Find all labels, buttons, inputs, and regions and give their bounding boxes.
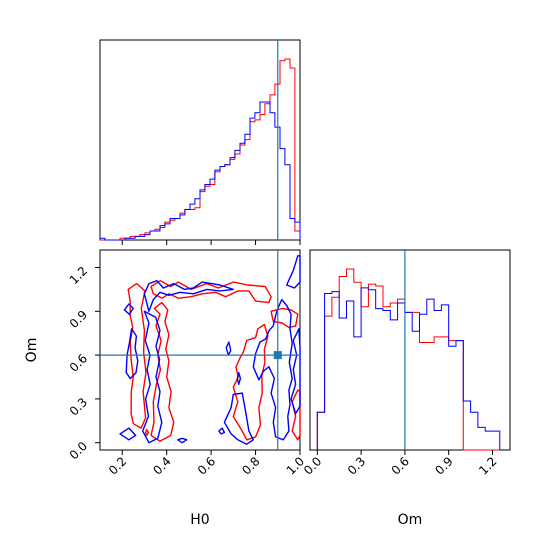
joint-truth-marker [273, 351, 282, 360]
joint-panel: 0.2 0.4 0.6 0.8 1.00.00.30.60.91.2 H0 Om [24, 249, 307, 528]
joint-x-tick-label: 0.6 [195, 454, 218, 477]
joint-blue-contour [125, 328, 139, 380]
joint-contours [100, 250, 301, 450]
joint-blue-contour [286, 255, 301, 289]
joint-red-contour [270, 307, 299, 329]
om-marginal-tick-label: 0.3 [345, 454, 368, 477]
x-axis-label-h0: H0 [190, 512, 209, 528]
joint-blue-contour [252, 298, 293, 441]
x-axis-label-om: Om [398, 512, 423, 528]
joint-x-tick-label: 0.4 [150, 454, 173, 477]
joint-red-contour [291, 389, 301, 441]
joint-red-contour [144, 428, 150, 437]
h0-marginal-panel [99, 39, 301, 245]
joint-red-contour [150, 301, 175, 442]
h0-marginal-frame [99, 39, 301, 241]
joint-y-tick-label: 0.9 [67, 308, 90, 331]
joint-y-tick-label: 0.3 [67, 395, 90, 418]
joint-blue-contour [143, 280, 234, 312]
joint-y-tick-label: 0.6 [67, 351, 90, 374]
om-hist-red-step [316, 268, 500, 451]
joint-blue-contour [119, 427, 137, 441]
joint-red-contour [232, 323, 269, 441]
om-marginal-panel: 0.0 0.3 0.6 0.9 1.2 Om [301, 249, 511, 528]
joint-blue-contour [218, 427, 226, 435]
joint-blue-contour [223, 392, 254, 445]
om-histogram-series [316, 250, 501, 451]
joint-x-tick-label: 0.2 [106, 454, 129, 477]
joint-y-tick-label: 0.0 [67, 439, 90, 462]
h0-marginal-ticks [121, 240, 301, 245]
joint-blue-contour [236, 371, 242, 385]
om-marginal-frame [309, 249, 511, 451]
joint-blue-contour [290, 328, 301, 415]
h0-hist-blue-step [99, 101, 301, 241]
joint-blue-contour [123, 303, 134, 315]
om-marginal-tick-label: 0.9 [432, 454, 455, 477]
om-hist-blue-step [316, 287, 501, 450]
joint-blue-contour [225, 341, 232, 356]
joint-blue-contour [177, 437, 188, 444]
om-marginal-tick-label: 0.6 [389, 454, 412, 477]
y-axis-label-om: Om [24, 338, 40, 363]
om-marginal-tick-label: 0.0 [301, 454, 324, 477]
om-marginal-tick-label: 1.2 [476, 454, 499, 477]
joint-y-tick-label: 1.2 [67, 264, 90, 287]
h0-histogram-series [99, 40, 301, 241]
joint-x-tick-label: 0.8 [239, 454, 262, 477]
h0-hist-red-step [100, 58, 301, 241]
om-marginal-ticks: 0.0 0.3 0.6 0.9 1.2 [301, 450, 500, 478]
joint-blue-contour [142, 310, 163, 444]
